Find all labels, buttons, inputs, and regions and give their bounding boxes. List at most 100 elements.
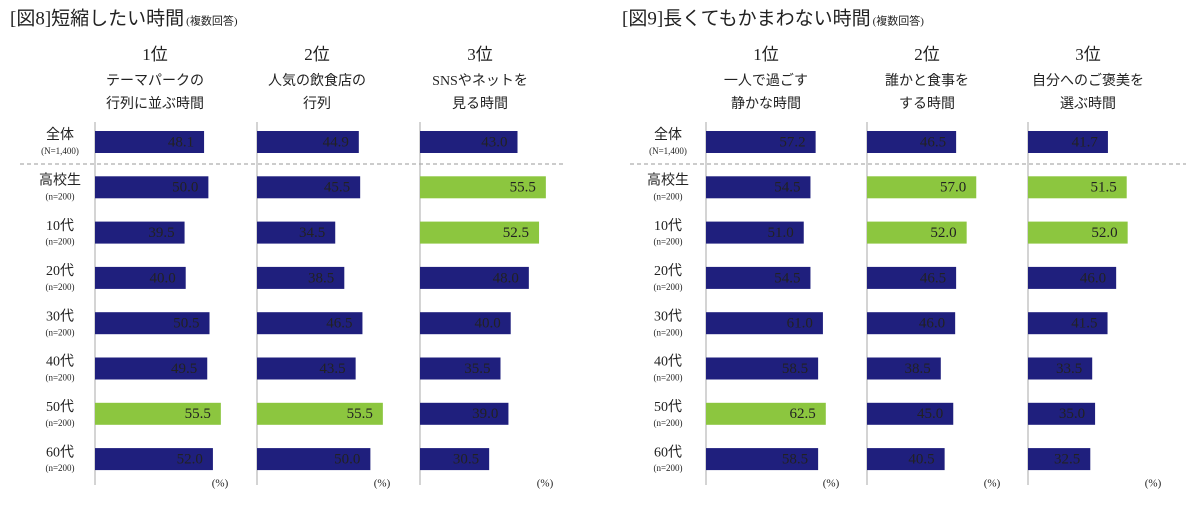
panel-rank: 1位	[753, 45, 779, 64]
row-note: (n=200)	[653, 282, 682, 292]
bar	[1028, 448, 1091, 471]
value-label: 40.0	[149, 270, 175, 286]
value-label: 48.0	[493, 270, 519, 286]
row-label: 10代	[654, 218, 682, 234]
row-label: 20代	[654, 263, 682, 279]
value-label: 46.0	[919, 316, 945, 332]
bar	[867, 357, 941, 380]
panel-label: 一人で過ごす	[724, 73, 808, 89]
value-label: 57.2	[779, 134, 805, 150]
bar	[257, 402, 383, 425]
row-note: (N=1,400)	[649, 146, 687, 156]
panel-label: テーマパークの	[106, 73, 204, 89]
bar	[420, 266, 529, 289]
value-label: 38.5	[905, 361, 931, 377]
row-note: (n=200)	[45, 282, 74, 292]
value-label: 45.0	[917, 406, 943, 422]
panel-label: する時間	[899, 96, 955, 112]
bar	[95, 266, 186, 289]
row-note: (N=1,400)	[41, 146, 79, 156]
value-label: 52.0	[1091, 225, 1117, 241]
value-label: 41.5	[1071, 316, 1097, 332]
value-label: 46.5	[326, 316, 352, 332]
bar	[95, 357, 208, 380]
row-label: 60代	[654, 444, 682, 460]
bar	[867, 402, 954, 425]
row-label: 高校生	[39, 172, 81, 189]
value-label: 33.5	[1056, 361, 1082, 377]
value-label: 40.0	[474, 316, 500, 332]
panel-label: 誰かと食事を	[885, 73, 969, 89]
value-label: 50.5	[173, 316, 199, 332]
unit-label: (%)	[984, 478, 1001, 490]
panel-label: 静かな時間	[731, 96, 801, 112]
row-note: (n=200)	[45, 373, 74, 383]
unit-label: (%)	[374, 478, 391, 490]
row-note: (n=200)	[45, 418, 74, 428]
row-label: 高校生	[647, 172, 689, 189]
bar	[867, 131, 957, 153]
bar	[257, 176, 361, 199]
bar	[257, 357, 356, 380]
row-note: (n=200)	[653, 237, 682, 247]
panel-label: 人気の飲食店の	[268, 73, 366, 89]
bar	[95, 312, 210, 335]
panel-label: 自分へのご褒美を	[1032, 73, 1144, 89]
value-label: 34.5	[299, 225, 325, 241]
panel-rank: 2位	[304, 45, 330, 64]
value-label: 58.5	[782, 452, 808, 468]
row-label: 全体	[654, 127, 682, 143]
bar	[420, 176, 546, 199]
value-label: 57.0	[940, 180, 966, 196]
bar	[867, 176, 977, 199]
value-label: 58.5	[782, 361, 808, 377]
panel-rank: 1位	[142, 45, 168, 64]
value-label: 51.0	[768, 225, 794, 241]
value-label: 45.5	[324, 180, 350, 196]
value-label: 54.5	[774, 270, 800, 286]
bar	[706, 402, 826, 425]
row-label: 20代	[46, 263, 74, 279]
bar	[867, 266, 957, 289]
row-label: 40代	[654, 354, 682, 370]
bar	[95, 448, 213, 471]
bar	[257, 312, 363, 335]
panel-label: SNSやネットを	[432, 73, 528, 89]
bar	[867, 312, 956, 335]
bar	[1028, 131, 1108, 153]
bar	[420, 312, 511, 335]
value-label: 55.5	[347, 406, 373, 422]
value-label: 55.5	[510, 180, 536, 196]
row-label: 50代	[46, 399, 74, 415]
panel-label: 選ぶ時間	[1060, 96, 1116, 112]
value-label: 50.0	[334, 452, 360, 468]
value-label: 43.5	[319, 361, 345, 377]
bar	[706, 312, 823, 335]
value-label: 55.5	[185, 406, 211, 422]
panel-rank: 3位	[1075, 45, 1101, 64]
row-label: 60代	[46, 444, 74, 460]
bar	[1028, 266, 1117, 289]
figure-title: [図8]短縮したい時間	[10, 7, 184, 29]
value-label: 38.5	[308, 270, 334, 286]
row-note: (n=200)	[653, 463, 682, 473]
bar	[257, 221, 336, 244]
value-label: 39.5	[148, 225, 174, 241]
row-note: (n=200)	[653, 327, 682, 337]
bar	[1028, 312, 1108, 335]
bar	[706, 176, 811, 199]
bar	[706, 357, 819, 380]
bar	[1028, 221, 1128, 244]
bar	[1028, 402, 1096, 425]
row-label: 50代	[654, 399, 682, 415]
row-label: 30代	[654, 308, 682, 324]
bar	[257, 266, 345, 289]
bar	[706, 131, 816, 153]
panel-rank: 2位	[914, 45, 940, 64]
bar	[420, 402, 509, 425]
panel-label: 行列	[303, 96, 331, 112]
row-note: (n=200)	[653, 373, 682, 383]
row-note: (n=200)	[45, 191, 74, 201]
